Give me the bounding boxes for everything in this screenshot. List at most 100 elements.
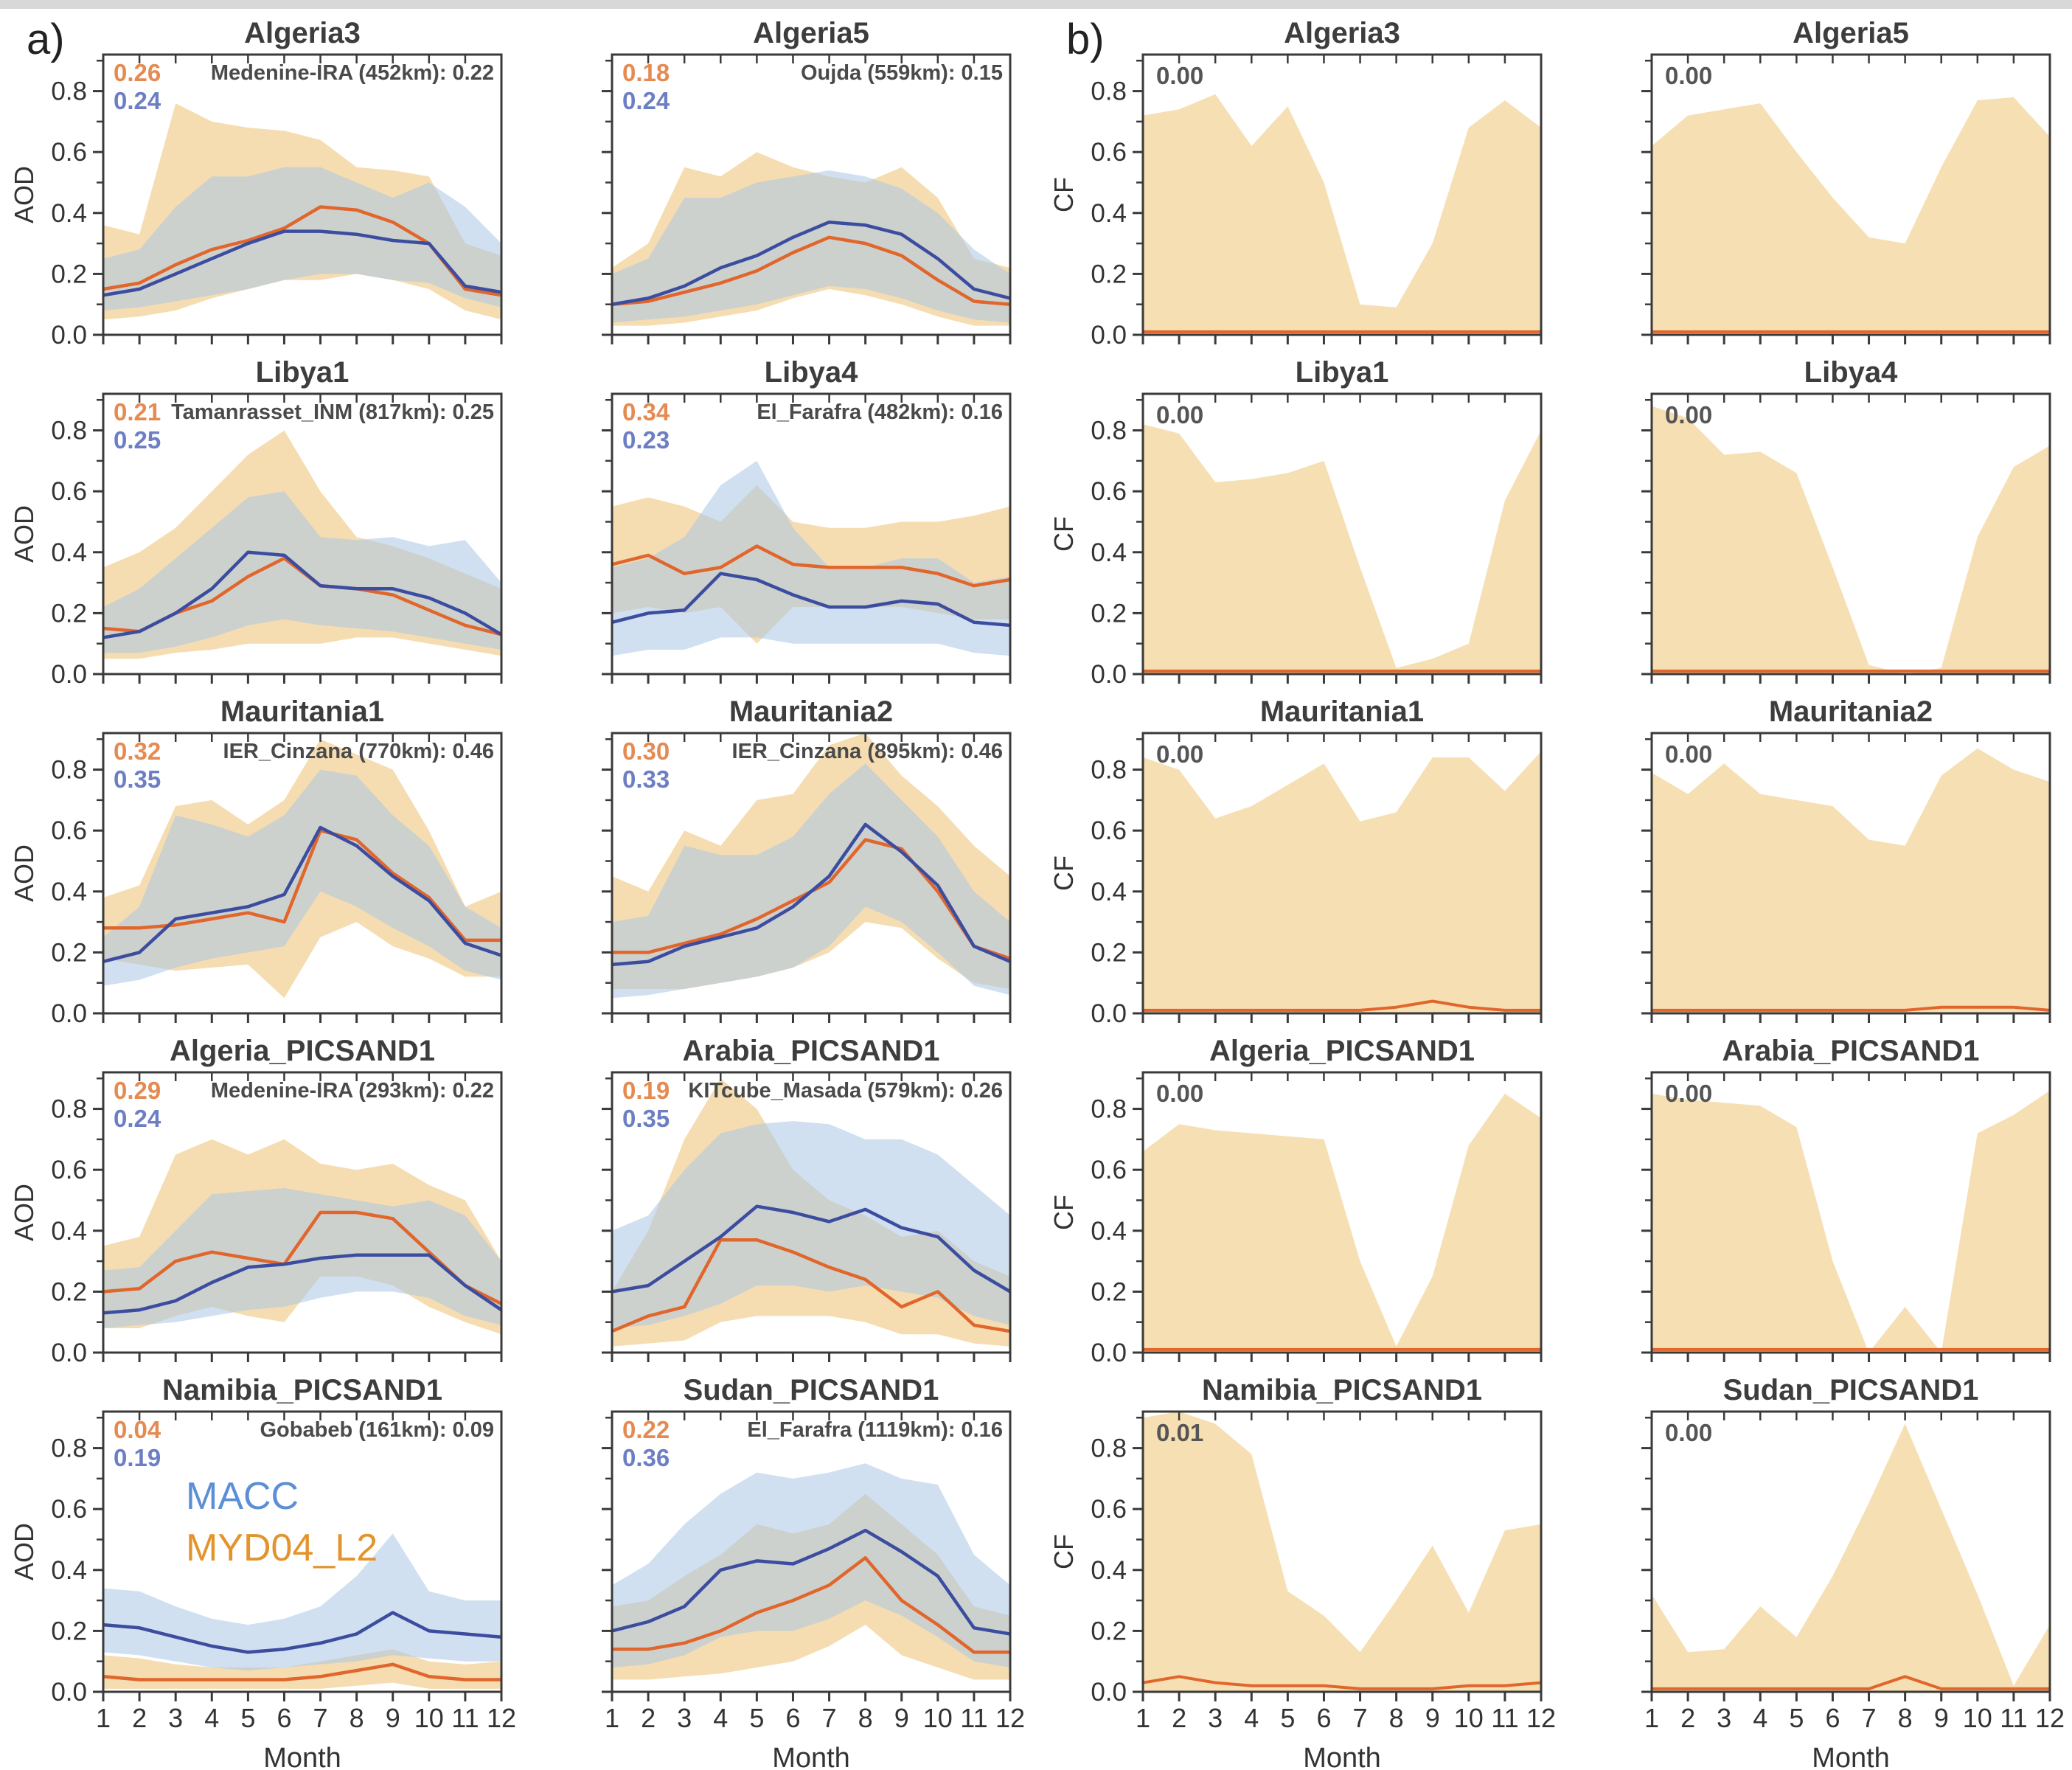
macc-line <box>103 1253 501 1315</box>
y-tick-label: 0.4 <box>51 1217 87 1246</box>
myd04-mean-annotation: 0.21 <box>114 398 161 426</box>
x-tick-label: 4 <box>204 1703 219 1733</box>
y-tick-label: 0.8 <box>51 756 87 785</box>
y-tick-label: 0.2 <box>1091 1277 1127 1306</box>
y-tick-label: 0.0 <box>1091 1339 1127 1367</box>
macc-line <box>103 825 501 963</box>
plot-border <box>611 1071 1012 1354</box>
macc-mean-annotation: 0.24 <box>114 1105 161 1132</box>
subplot-cf-libya1: 0.0 0.2 0.4 0.6 0.8 CF Libya1 0.00 <box>1049 356 1543 689</box>
y-tick-label: 0.2 <box>1091 938 1127 967</box>
y-axis-label: CF <box>1049 1195 1079 1230</box>
x-tick-label: 1 <box>1644 1703 1659 1733</box>
macc-uncertainty-band <box>103 1188 501 1328</box>
cf-band <box>1652 1090 2050 1353</box>
station-annotation: Oujda (559km): 0.15 <box>801 61 1003 85</box>
y-tick-label: 0.0 <box>1091 1678 1127 1707</box>
y-tick-label: 0.2 <box>1091 1617 1127 1645</box>
x-tick-label: 9 <box>386 1703 400 1733</box>
subplot-title: Mauritania1 <box>220 695 384 728</box>
subplot-cf-algeria3: 0.0 0.2 0.4 0.6 0.8 CF Algeria3 0.00 <box>1049 17 1543 350</box>
y-tick-label: 0.8 <box>51 417 87 445</box>
station-annotation: KITcube_Masada (579km): 0.26 <box>688 1079 1003 1103</box>
y-tick-label: 0.2 <box>1091 599 1127 628</box>
x-tick-label: 7 <box>1862 1703 1877 1733</box>
station-annotation: Tamanrasset_INM (817km): 0.25 <box>171 400 494 424</box>
y-axis-label: AOD <box>9 1523 39 1580</box>
cf-myd04-line <box>1143 1675 1541 1690</box>
scan-artifact-strip <box>0 0 2072 9</box>
myd04-line <box>103 1662 501 1682</box>
macc-mean-annotation: 0.19 <box>114 1444 161 1471</box>
x-tick-label: 4 <box>713 1703 728 1733</box>
macc-line <box>612 1528 1010 1636</box>
y-tick-label: 0.8 <box>1091 756 1127 785</box>
panel-a-grid: 0.0 0.2 0.4 0.6 0.8 AOD Algeria3 0.26 0.24 Medeni… <box>7 16 1025 1770</box>
x-axis-label: Month <box>772 1743 850 1770</box>
y-tick-label: 0.6 <box>1091 1495 1127 1524</box>
subplot-aod-sudan-picsand1: 1 2 3 4 5 6 7 8 9 10 11 12MonthSudan_PICSAND10.220.… <box>602 1374 1025 1770</box>
myd04-line <box>103 1210 501 1305</box>
station-annotation: El_Farafra (482km): 0.16 <box>757 400 1003 424</box>
macc-mean-annotation: 0.24 <box>622 87 670 114</box>
subplot-aod-algeria5: Algeria5 0.180.24 Oujda (559km): 0.15 <box>602 17 1012 344</box>
cf-value-annotation: 0.00 <box>1665 62 1712 89</box>
subplot-cf-arabia-picsand1: Arabia_PICSAND1 0.00 <box>1641 1035 2051 1362</box>
x-tick-label: 2 <box>1680 1703 1695 1733</box>
macc-mean-annotation: 0.23 <box>622 426 670 454</box>
myd04-mean-annotation: 0.32 <box>114 738 161 765</box>
y-axis-label: CF <box>1049 856 1079 891</box>
subplot-aod-libya1: 0.0 0.2 0.4 0.6 0.8 AOD Libya1 0.210.25 Tamanras… <box>9 356 503 689</box>
subplot-aod-algeria-picsand1: 0.0 0.2 0.4 0.6 0.8 AOD Algeria_PICSAND1 0.290.… <box>9 1035 503 1367</box>
station-annotation: El_Farafra (1119km): 0.16 <box>747 1418 1003 1442</box>
plot-border <box>1650 732 2051 1015</box>
y-axis-label: AOD <box>9 844 39 902</box>
cf-myd04-line <box>1143 999 1541 1012</box>
y-axis-label: CF <box>1049 516 1079 552</box>
plot-border <box>1141 1410 1543 1693</box>
y-tick-label: 0.6 <box>1091 477 1127 506</box>
macc-line <box>103 550 501 639</box>
y-tick-label: 0.0 <box>51 1678 87 1707</box>
y-tick-label: 0.2 <box>51 260 87 288</box>
subplot-title: Mauritania2 <box>729 695 893 728</box>
y-tick-label: 0.0 <box>1091 660 1127 689</box>
subplot-title: Algeria3 <box>1284 17 1400 49</box>
station-annotation: Gobabeb (161km): 0.09 <box>260 1418 495 1442</box>
y-tick-label: 0.0 <box>51 1339 87 1367</box>
myd04-mean-annotation: 0.30 <box>622 738 670 765</box>
subplot-title: Mauritania1 <box>1260 695 1424 728</box>
subplot-cf-algeria5: Algeria5 0.00 <box>1641 17 2051 344</box>
plot-border <box>611 392 1012 676</box>
macc-uncertainty-band <box>103 1533 501 1671</box>
y-tick-label: 0.0 <box>51 999 87 1028</box>
x-tick-label: 12 <box>2035 1703 2065 1733</box>
x-tick-label: 9 <box>1425 1703 1440 1733</box>
subplot-title: Libya1 <box>256 356 350 389</box>
y-tick-label: 0.2 <box>51 1617 87 1645</box>
subplot-title: Algeria5 <box>753 17 869 49</box>
panel-a-aod: a) 0.0 0.2 0.4 0.6 0.8 AOD Algeria3 0.26 0.24 Med… <box>7 13 1025 1770</box>
y-tick-label: 0.8 <box>1091 1095 1127 1124</box>
y-axis-label: AOD <box>9 1184 39 1241</box>
cf-value-annotation: 0.00 <box>1665 740 1712 768</box>
x-tick-label: 4 <box>1244 1703 1259 1733</box>
x-tick-label: 8 <box>350 1703 364 1733</box>
macc-line <box>103 229 501 297</box>
macc-mean-annotation: 0.24 <box>114 87 161 114</box>
panel-b-grid: 0.0 0.2 0.4 0.6 0.8 CF Algeria3 0.00 Algeria5 0.0… <box>1047 16 2065 1770</box>
x-tick-label: 5 <box>1280 1703 1295 1733</box>
x-tick-label: 11 <box>451 1703 479 1733</box>
plot-border <box>611 1410 1012 1693</box>
subplot-title: Sudan_PICSAND1 <box>1723 1374 1979 1406</box>
myd04-mean-annotation: 0.26 <box>114 59 161 86</box>
y-tick-label: 0.0 <box>51 660 87 689</box>
x-tick-label: 2 <box>1172 1703 1186 1733</box>
plot-border <box>1650 1071 2051 1354</box>
x-tick-label: 7 <box>313 1703 328 1733</box>
y-tick-label: 0.4 <box>51 878 87 906</box>
myd04-line <box>612 1238 1010 1333</box>
subplot-title: Algeria_PICSAND1 <box>170 1035 435 1067</box>
plot-border <box>102 53 503 336</box>
y-tick-label: 0.4 <box>1091 1556 1127 1585</box>
